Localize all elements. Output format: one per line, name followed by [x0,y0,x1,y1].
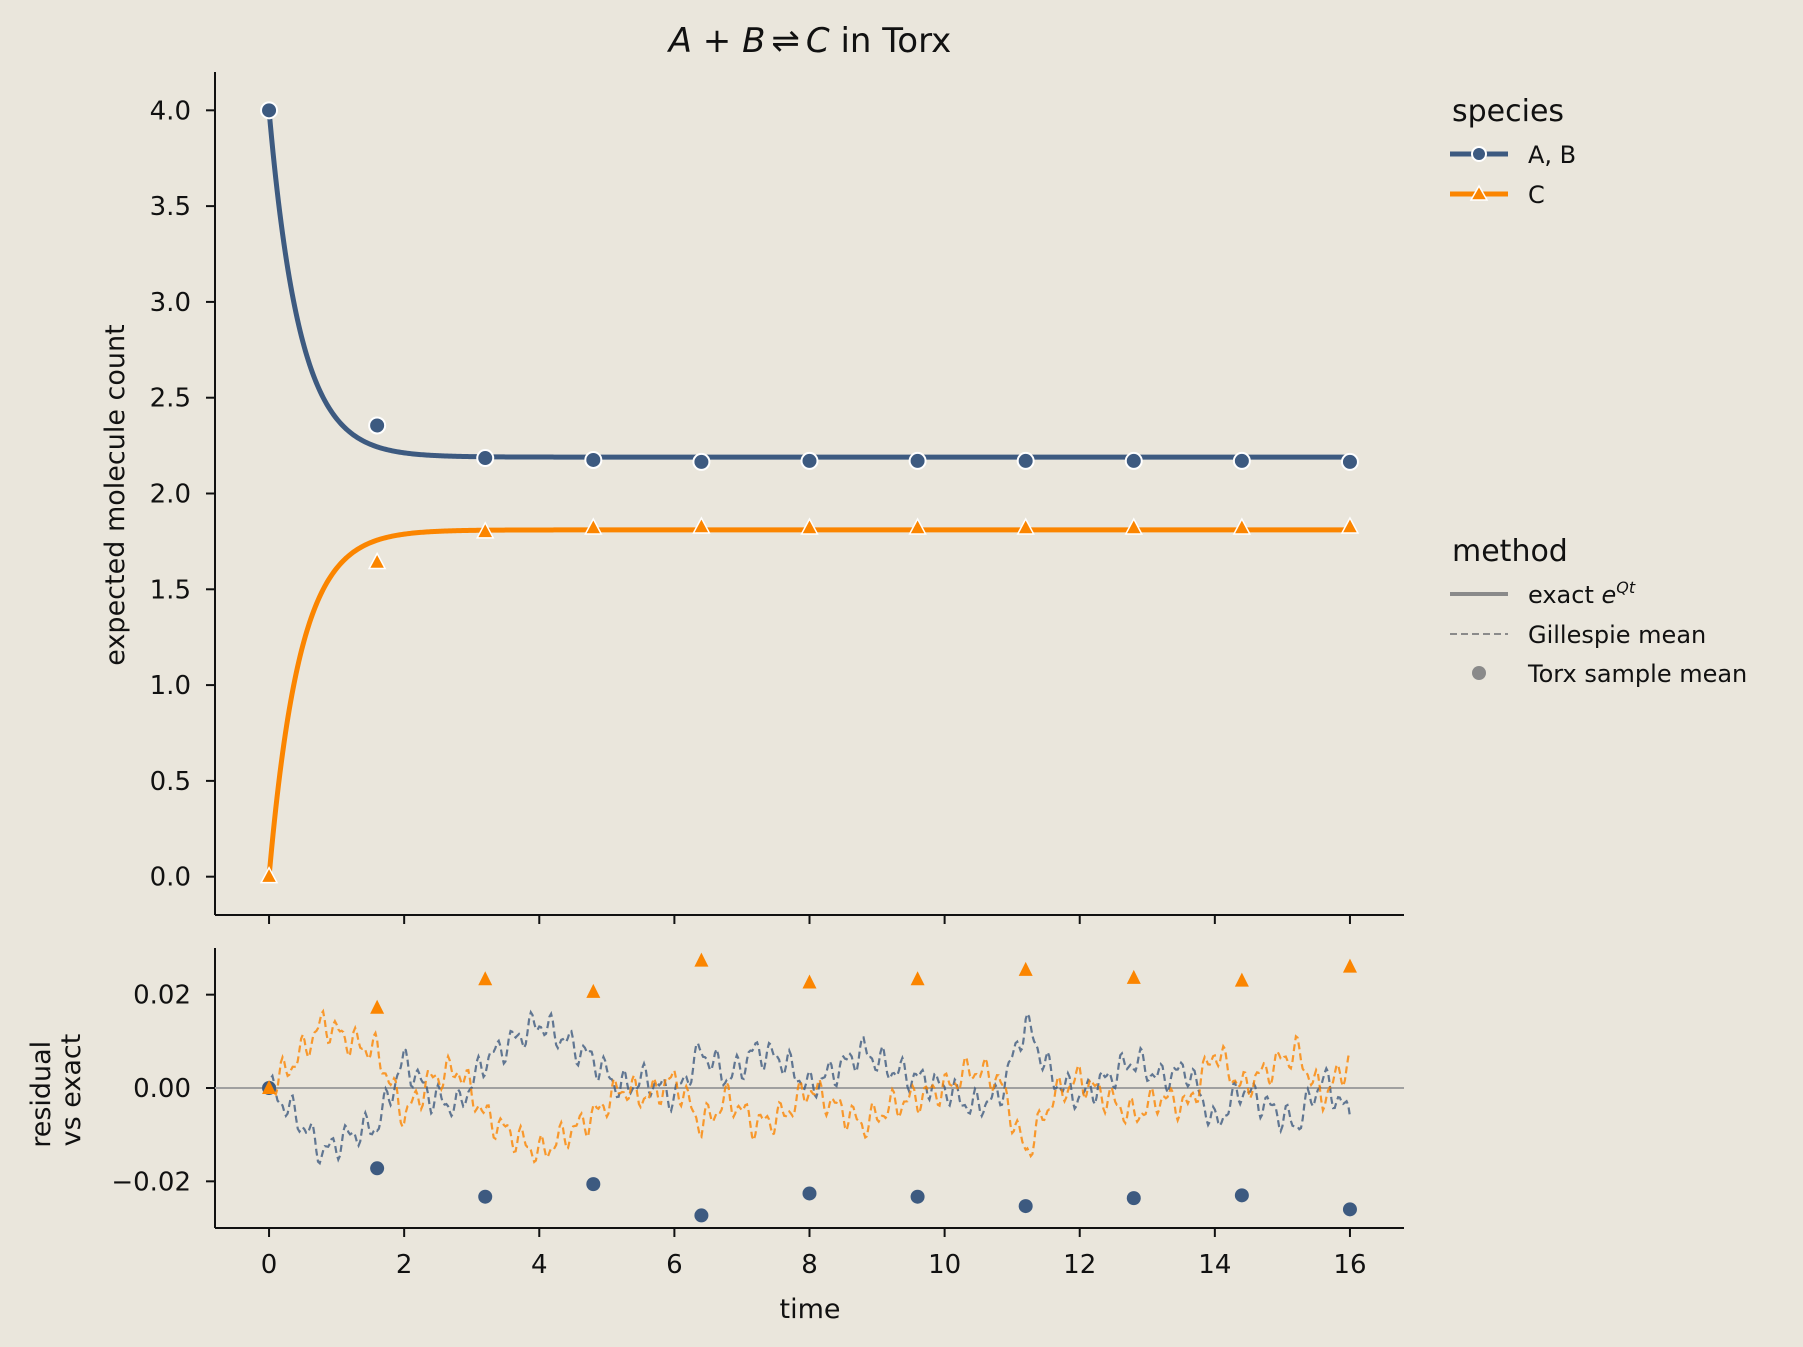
legend-gillespie-label: Gillespie mean [1528,621,1706,649]
bottom-x-tick-label: 14 [1198,1250,1231,1280]
bottom-x-ticks: 0 2 4 6 8 10 12 14 16 [261,1228,1367,1280]
bottom-sample-markers [262,952,1357,1223]
bottom-x-tick-label: 12 [1063,1250,1096,1280]
ab-marker [692,452,711,471]
top-y-tick-label: 2.0 [150,480,191,510]
top-y-tick-label: 1.0 [150,671,191,701]
top-y-tick-label: 3.0 [150,288,191,318]
chart-title: A + B ⇌ C in Torx [667,21,952,61]
c-residual-marker [1342,958,1357,973]
c-marker [259,866,279,884]
bottom-x-tick-label: 4 [531,1250,548,1280]
gillespie-line-ab [267,1009,1352,1166]
bottom-gillespie-lines [267,1008,1352,1166]
c-marker [692,516,711,534]
bottom-y-tick-label: 0.00 [133,1074,191,1104]
legend-c-label: C [1528,181,1545,209]
c-residual-marker [1018,961,1033,976]
c-residual-marker [910,971,925,986]
c-residual-marker [370,999,385,1014]
legend-species: species A, B C [1450,94,1576,209]
top-y-tick-label: 0.5 [150,767,191,797]
c-marker [908,517,927,535]
ab-marker [1340,452,1359,471]
c-marker [1340,516,1360,534]
c-marker [1232,517,1252,535]
ab-residual-marker [694,1208,709,1223]
c-marker [1124,517,1144,535]
top-series-markers [259,101,1360,884]
ab-marker [368,416,387,435]
c-marker [800,517,819,535]
bottom-y-tick-label: 0.02 [133,981,191,1011]
bottom-x-tick-label: 6 [666,1250,683,1280]
ab-marker [800,451,819,470]
bottom-x-tick-label: 8 [801,1250,818,1280]
c-residual-marker [694,952,709,967]
c-residual-marker [802,974,817,989]
ab-residual-marker [802,1186,817,1201]
top-series-lines [266,110,1350,877]
c-marker [367,551,387,570]
legend-method-title: method [1452,534,1568,569]
c-residual-marker [586,983,601,998]
legend-sample-marker [1472,666,1486,680]
legend-species-title: species [1452,94,1564,129]
c-marker [475,521,495,539]
ab-marker [1124,451,1143,470]
ab-marker [476,449,495,468]
exact-line-c [266,527,1350,877]
bottom-x-tick-label: 10 [928,1250,961,1280]
top-y-tick-label: 4.0 [150,96,191,126]
ab-residual-marker [1234,1188,1249,1203]
bottom-y-axis-title: residual vs exact [26,1032,87,1148]
gillespie-line-c [268,1008,1351,1164]
ab-marker [1232,451,1251,470]
exact-line-ab [266,110,1350,460]
ab-residual-marker [910,1189,925,1204]
ab-residual-marker [1342,1202,1357,1217]
bottom-panel: −0.02 0.00 0.02 0 2 4 6 8 10 12 14 16 residual vs … [26,948,1404,1325]
ab-residual-marker [478,1189,493,1204]
ab-marker [908,451,927,470]
legend-sample-label: Torx sample mean [1527,660,1747,688]
top-y-ticks: 0.0 0.5 1.0 1.5 2.0 2.5 3.0 3.5 4.0 [150,96,215,893]
c-marker [584,517,603,535]
bottom-y-ticks: −0.02 0.00 0.02 [111,981,215,1197]
top-x-ticks [268,915,1351,924]
ab-residual-marker [1126,1191,1141,1206]
top-y-tick-label: 2.5 [150,384,191,414]
ab-residual-marker [586,1177,601,1192]
legend-ab-marker [1471,146,1487,162]
ab-residual-marker [1018,1199,1033,1214]
bottom-x-tick-label: 16 [1333,1250,1366,1280]
bottom-x-tick-label: 2 [396,1250,413,1280]
legend-c-marker [1469,184,1489,201]
c-residual-marker [1126,969,1141,984]
top-y-tick-label: 1.5 [150,575,191,605]
ab-residual-marker [370,1161,385,1176]
legend-exact-label: exact eQt [1528,578,1636,609]
c-residual-marker [1234,972,1249,987]
top-y-tick-label: 0.0 [150,863,191,893]
c-marker [1016,517,1035,535]
ab-marker [1016,451,1035,470]
ab-marker [260,101,279,120]
bottom-x-tick-label: 0 [261,1250,278,1280]
legend-method: method exact eQt Gillespie mean Torx sam… [1450,534,1747,688]
bottom-x-axis-title: time [779,1294,840,1325]
top-y-tick-label: 3.5 [150,192,191,222]
c-residual-marker [262,1080,277,1094]
ab-marker [584,450,603,469]
top-y-axis-title: expected molecule count [100,324,131,665]
legend-ab-label: A, B [1528,141,1576,169]
top-panel: 0.0 0.5 1.0 1.5 2.0 2.5 3.0 3.5 4.0 expected mol… [100,72,1404,924]
bottom-y-tick-label: −0.02 [111,1167,191,1197]
c-residual-marker [478,971,493,986]
